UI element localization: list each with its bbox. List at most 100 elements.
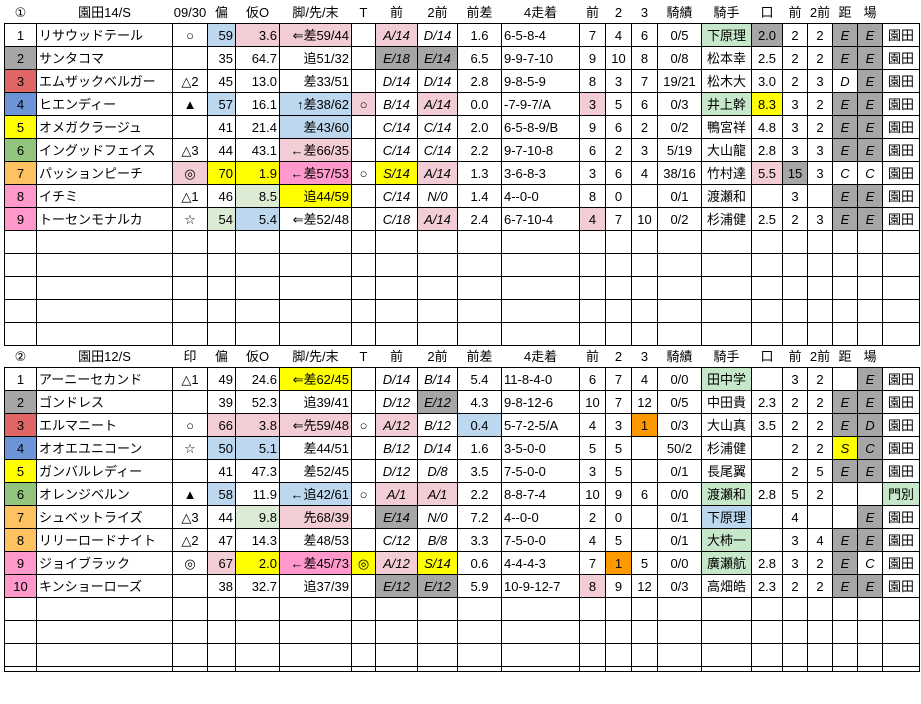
empty-cell[interactable] bbox=[832, 666, 858, 672]
empty-cell[interactable] bbox=[4, 322, 37, 346]
prev2-race-class-cell[interactable]: N/0 bbox=[417, 184, 458, 208]
pos3-cell[interactable]: 4 bbox=[631, 367, 658, 391]
prev-pos-cell[interactable]: 3 bbox=[579, 161, 606, 185]
front2-pos-cell[interactable]: 2 bbox=[807, 115, 833, 139]
kari-odds-cell[interactable]: 32.7 bbox=[235, 574, 280, 598]
horse-name-cell[interactable]: ヒエンディー bbox=[36, 92, 173, 116]
kuchi-value-cell[interactable]: 8.3 bbox=[751, 92, 783, 116]
track-grade-cell[interactable]: E bbox=[857, 367, 883, 391]
track-name-cell[interactable]: 園田 bbox=[882, 69, 920, 93]
empty-cell[interactable] bbox=[207, 643, 236, 667]
empty-cell[interactable] bbox=[631, 643, 658, 667]
kari-odds-cell[interactable]: 1.9 bbox=[235, 161, 280, 185]
empty-cell[interactable] bbox=[605, 253, 632, 277]
prev-race-class-cell[interactable]: A/12 bbox=[375, 413, 418, 437]
track-grade-cell[interactable]: C bbox=[857, 436, 883, 460]
empty-cell[interactable] bbox=[235, 597, 280, 621]
prev-margin-cell[interactable]: 4.3 bbox=[457, 390, 502, 414]
empty-cell[interactable] bbox=[807, 299, 833, 323]
kari-odds-cell[interactable]: 3.8 bbox=[235, 413, 280, 437]
empty-cell[interactable] bbox=[605, 620, 632, 644]
prev-pos-cell[interactable]: 8 bbox=[579, 574, 606, 598]
jockey-name-cell[interactable]: 鴨宮祥 bbox=[701, 115, 752, 139]
horse-name-cell[interactable]: ゴンドレス bbox=[36, 390, 173, 414]
horse-name-cell[interactable]: シュベットライズ bbox=[36, 505, 173, 529]
last4-finish-cell[interactable]: 7-5-0-0 bbox=[501, 528, 580, 552]
empty-cell[interactable] bbox=[782, 666, 808, 672]
pick-mark-cell[interactable]: △1 bbox=[172, 367, 208, 391]
kuchi-value-cell[interactable] bbox=[751, 505, 783, 529]
empty-cell[interactable] bbox=[501, 643, 580, 667]
hen-score-cell[interactable]: 41 bbox=[207, 459, 236, 483]
empty-cell[interactable] bbox=[36, 322, 173, 346]
distance-grade-cell[interactable]: E bbox=[832, 528, 858, 552]
empty-cell[interactable] bbox=[657, 276, 702, 300]
empty-cell[interactable] bbox=[417, 322, 458, 346]
last4-finish-cell[interactable]: 5-7-2-5/A bbox=[501, 413, 580, 437]
distance-grade-cell[interactable]: E bbox=[832, 184, 858, 208]
prev-margin-cell[interactable]: 1.6 bbox=[457, 23, 502, 47]
empty-cell[interactable] bbox=[832, 253, 858, 277]
pos3-cell[interactable]: 7 bbox=[631, 69, 658, 93]
empty-cell[interactable] bbox=[235, 643, 280, 667]
hen-score-cell[interactable]: 44 bbox=[207, 505, 236, 529]
empty-cell[interactable] bbox=[172, 666, 208, 672]
last4-finish-cell[interactable]: 9-7-10-8 bbox=[501, 138, 580, 162]
front-pos-cell[interactable]: 3 bbox=[782, 551, 808, 575]
running-style-cell[interactable]: 先68/39 bbox=[279, 505, 352, 529]
jockey-record-cell[interactable]: 0/0 bbox=[657, 367, 702, 391]
empty-cell[interactable] bbox=[657, 322, 702, 346]
empty-cell[interactable] bbox=[172, 230, 208, 254]
empty-cell[interactable] bbox=[36, 230, 173, 254]
empty-cell[interactable] bbox=[4, 276, 37, 300]
running-style-cell[interactable]: 差44/51 bbox=[279, 436, 352, 460]
horse-name-cell[interactable]: ガンバルレディー bbox=[36, 459, 173, 483]
empty-cell[interactable] bbox=[4, 620, 37, 644]
empty-cell[interactable] bbox=[36, 276, 173, 300]
pick-mark-cell[interactable]: △3 bbox=[172, 138, 208, 162]
pos2-cell[interactable]: 5 bbox=[605, 92, 632, 116]
track-name-cell[interactable]: 園田 bbox=[882, 528, 920, 552]
distance-grade-cell[interactable]: E bbox=[832, 23, 858, 47]
kuchi-value-cell[interactable]: 5.5 bbox=[751, 161, 783, 185]
hen-score-cell[interactable]: 35 bbox=[207, 46, 236, 70]
empty-cell[interactable] bbox=[351, 666, 376, 672]
prev2-race-class-cell[interactable]: N/0 bbox=[417, 505, 458, 529]
empty-cell[interactable] bbox=[579, 322, 606, 346]
last4-finish-cell[interactable]: 6-7-10-4 bbox=[501, 207, 580, 231]
hen-score-cell[interactable]: 49 bbox=[207, 367, 236, 391]
track-name-cell[interactable]: 園田 bbox=[882, 367, 920, 391]
running-style-cell[interactable]: ⇐差62/45 bbox=[279, 367, 352, 391]
empty-cell[interactable] bbox=[751, 253, 783, 277]
front2-pos-cell[interactable]: 3 bbox=[807, 161, 833, 185]
empty-cell[interactable] bbox=[457, 666, 502, 672]
running-style-cell[interactable]: ←差45/73 bbox=[279, 551, 352, 575]
t-flag-cell[interactable] bbox=[351, 69, 376, 93]
empty-cell[interactable] bbox=[579, 597, 606, 621]
empty-cell[interactable] bbox=[751, 597, 783, 621]
front2-pos-cell[interactable]: 2 bbox=[807, 92, 833, 116]
pos3-cell[interactable]: 5 bbox=[631, 551, 658, 575]
prev2-race-class-cell[interactable]: B/8 bbox=[417, 528, 458, 552]
jockey-name-cell[interactable]: 中田貴 bbox=[701, 390, 752, 414]
kuchi-value-cell[interactable]: 2.8 bbox=[751, 551, 783, 575]
jockey-record-cell[interactable]: 0/2 bbox=[657, 115, 702, 139]
t-flag-cell[interactable] bbox=[351, 528, 376, 552]
empty-cell[interactable] bbox=[501, 276, 580, 300]
front-pos-cell[interactable]: 2 bbox=[782, 574, 808, 598]
bracket-number-cell[interactable]: 8 bbox=[4, 184, 37, 208]
empty-cell[interactable] bbox=[417, 643, 458, 667]
front2-pos-cell[interactable]: 2 bbox=[807, 551, 833, 575]
front2-pos-cell[interactable]: 2 bbox=[807, 23, 833, 47]
t-flag-cell[interactable] bbox=[351, 390, 376, 414]
front2-pos-cell[interactable]: 2 bbox=[807, 574, 833, 598]
empty-cell[interactable] bbox=[207, 322, 236, 346]
bracket-number-cell[interactable]: 2 bbox=[4, 46, 37, 70]
pos3-cell[interactable]: 4 bbox=[631, 161, 658, 185]
prev-margin-cell[interactable]: 1.4 bbox=[457, 184, 502, 208]
front-pos-cell[interactable]: 2 bbox=[782, 459, 808, 483]
jockey-name-cell[interactable]: 下原理 bbox=[701, 23, 752, 47]
bracket-number-cell[interactable]: 6 bbox=[4, 482, 37, 506]
empty-cell[interactable] bbox=[375, 299, 418, 323]
empty-cell[interactable] bbox=[807, 666, 833, 672]
